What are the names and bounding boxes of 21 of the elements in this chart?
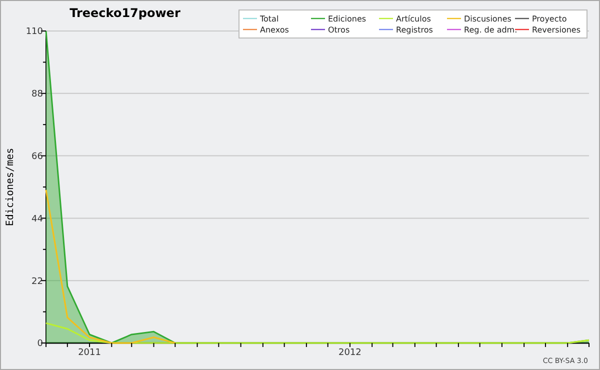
chart-title: Treecko17power bbox=[70, 6, 180, 20]
legend-label: Otros bbox=[328, 25, 350, 34]
y-tick-label: 66 bbox=[32, 152, 44, 162]
legend-label: Total bbox=[259, 14, 279, 24]
legend-label: Discusiones bbox=[464, 14, 512, 24]
y-tick-label: 0 bbox=[37, 339, 44, 350]
legend-label: Anexos bbox=[260, 25, 289, 34]
x-tick-label: 2011 bbox=[78, 348, 101, 358]
legend-label: Proyecto bbox=[532, 14, 567, 24]
legend-label: Registros bbox=[396, 25, 433, 34]
legend-label: Ediciones bbox=[328, 14, 366, 24]
y-tick-label: 110 bbox=[26, 27, 44, 38]
legend-label: Reversiones bbox=[532, 25, 581, 34]
line-series bbox=[45, 189, 176, 344]
legend-label: Reg. de adm. bbox=[464, 25, 518, 34]
y-tick-label: 22 bbox=[32, 276, 43, 287]
y-axis-title: Ediciones/mes bbox=[5, 148, 16, 226]
y-tick-label: 44 bbox=[32, 214, 44, 224]
y-tick-label: 88 bbox=[32, 90, 44, 100]
x-tick-label: 2012 bbox=[338, 348, 362, 358]
legend-label: Artículos bbox=[396, 14, 431, 24]
